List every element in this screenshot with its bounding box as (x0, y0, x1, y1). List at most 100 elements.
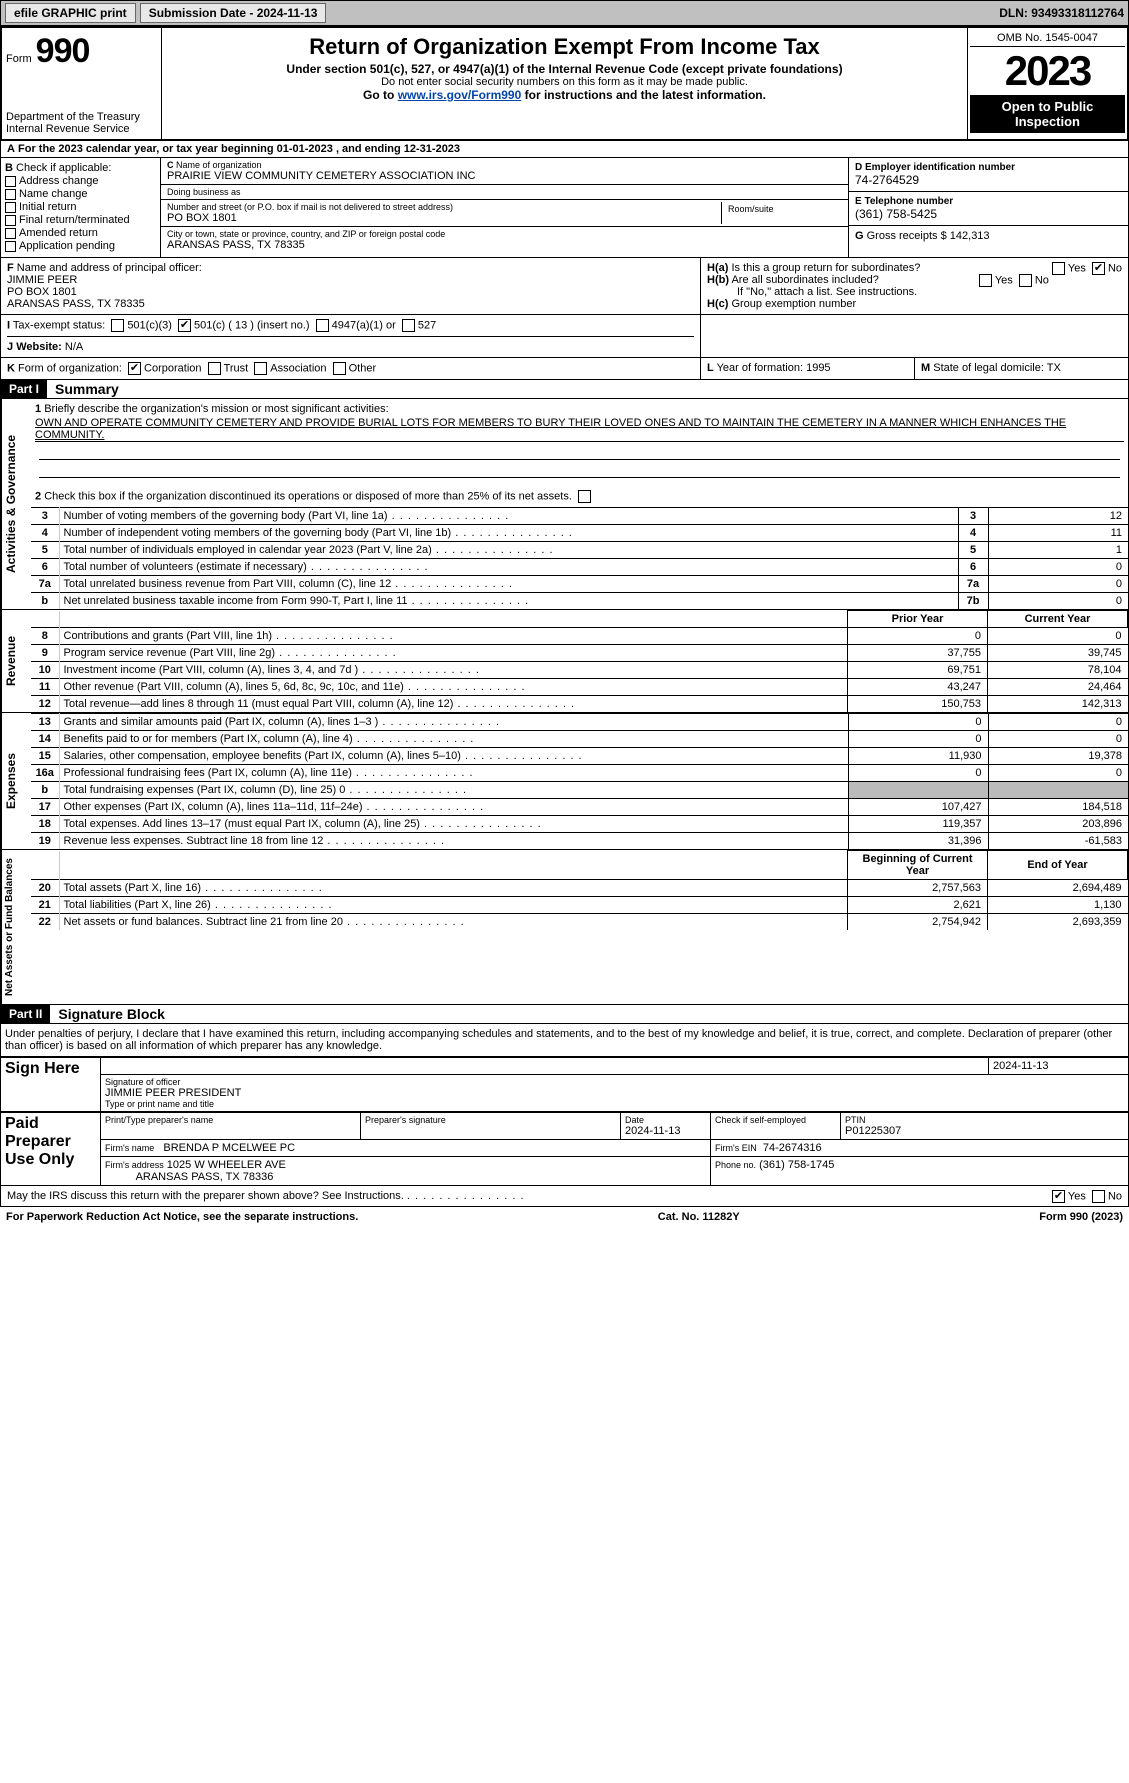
form-title: Return of Organization Exempt From Incom… (170, 34, 959, 60)
discuss-yes[interactable] (1052, 1190, 1065, 1203)
mission-label: Briefly describe the organization's miss… (44, 403, 388, 415)
firm-phone: (361) 758-1745 (759, 1159, 834, 1171)
dept-label: Department of the Treasury (6, 111, 157, 123)
part-1-header: Part I Summary (0, 380, 1129, 399)
gross-label: Gross receipts $ (867, 230, 947, 242)
irs-label: Internal Revenue Service (6, 123, 157, 135)
summary-netassets: Net Assets or Fund Balances Beginning of… (0, 850, 1129, 1005)
website: N/A (65, 341, 83, 353)
mission-text: OWN AND OPERATE COMMUNITY CEMETERY AND P… (35, 417, 1124, 442)
chk-4947[interactable] (316, 319, 329, 332)
main-info: B Check if applicable: Address change Na… (0, 158, 1129, 258)
domicile-label: State of legal domicile: (933, 362, 1044, 374)
sig-date: 2024-11-13 (989, 1058, 1129, 1075)
year-formation-label: Year of formation: (717, 362, 803, 374)
open-to-public: Open to Public Inspection (970, 95, 1125, 133)
chk-discontinued[interactable] (578, 490, 591, 503)
subtitle-1: Under section 501(c), 527, or 4947(a)(1)… (170, 62, 959, 76)
row-a: A For the 2023 calendar year, or tax yea… (0, 141, 1129, 158)
officer-sig-name: JIMMIE PEER PRESIDENT (105, 1087, 1124, 1099)
ha-label: Is this a group return for subordinates? (731, 262, 920, 274)
form-number: 990 (36, 32, 90, 71)
street-address: PO BOX 1801 (167, 212, 721, 224)
chk-assoc[interactable] (254, 362, 267, 375)
officer-label: Name and address of principal officer: (17, 262, 202, 274)
phone-label: Telephone number (864, 196, 953, 207)
box-b: B Check if applicable: Address change Na… (1, 158, 161, 257)
ein: 74-2764529 (855, 173, 1122, 187)
hb-no[interactable] (1019, 274, 1032, 287)
tax-year: 2023 (970, 47, 1125, 95)
chk-app-pending[interactable] (5, 241, 16, 252)
discuss-no[interactable] (1092, 1190, 1105, 1203)
hb-label: Are all subordinates included? (731, 274, 878, 286)
pra-notice: For Paperwork Reduction Act Notice, see … (6, 1211, 358, 1223)
governance-table: 3Number of voting members of the governi… (31, 507, 1128, 609)
row-k-l-m: K Form of organization: Corporation Trus… (0, 358, 1129, 380)
chk-address-change[interactable] (5, 176, 16, 187)
sig-officer-label: Signature of officer (105, 1077, 1124, 1087)
chk-501c[interactable] (178, 319, 191, 332)
firm-name: BRENDA P MCELWEE PC (163, 1142, 295, 1154)
ptin: P01225307 (845, 1125, 901, 1137)
phone: (361) 758-5425 (855, 207, 1122, 221)
row-f-h: F Name and address of principal officer:… (0, 258, 1129, 315)
form-org-label: Form of organization: (18, 362, 122, 374)
efile-print-button[interactable]: efile GRAPHIC print (5, 3, 136, 23)
box-d: D Employer identification number 74-2764… (848, 158, 1128, 257)
domicile: TX (1047, 362, 1061, 374)
chk-initial-return[interactable] (5, 202, 16, 213)
chk-amended[interactable] (5, 228, 16, 239)
cat-no: Cat. No. 11282Y (658, 1211, 740, 1223)
chk-trust[interactable] (208, 362, 221, 375)
summary-expenses: Expenses 13Grants and similar amounts pa… (0, 713, 1129, 850)
dba-label: Doing business as (167, 187, 842, 197)
hc-label: Group exemption number (731, 298, 856, 310)
tax-status-label: Tax-exempt status: (13, 319, 105, 331)
org-name-label: Name of organization (176, 160, 262, 170)
box-c: C Name of organization PRAIRIE VIEW COMM… (161, 158, 848, 257)
sign-here-table: Sign Here 2024-11-13 Signature of office… (0, 1057, 1129, 1112)
submission-date: Submission Date - 2024-11-13 (140, 3, 327, 23)
summary-revenue: Revenue Prior YearCurrent Year8Contribut… (0, 610, 1129, 713)
room-label: Room/suite (728, 204, 836, 214)
city-state-zip: ARANSAS PASS, TX 78335 (167, 239, 842, 251)
part-2-header: Part II Signature Block (0, 1005, 1129, 1024)
ein-label: Employer identification number (865, 162, 1015, 173)
signature-penalty: Under penalties of perjury, I declare th… (0, 1024, 1129, 1057)
sign-here-label: Sign Here (1, 1058, 101, 1112)
irs-link[interactable]: www.irs.gov/Form990 (398, 88, 522, 102)
chk-501c3[interactable] (111, 319, 124, 332)
discuss-row: May the IRS discuss this return with the… (0, 1186, 1129, 1207)
chk-corp[interactable] (128, 362, 141, 375)
prep-date: 2024-11-13 (625, 1125, 680, 1137)
chk-name-change[interactable] (5, 189, 16, 200)
dln: DLN: 93493318112764 (999, 6, 1124, 20)
omb-number: OMB No. 1545-0047 (970, 30, 1125, 47)
hb-yes[interactable] (979, 274, 992, 287)
hb-note: If "No," attach a list. See instructions… (707, 286, 917, 298)
ha-no[interactable] (1092, 262, 1105, 275)
expenses-table: 13Grants and similar amounts paid (Part … (31, 713, 1128, 849)
form-label: Form (6, 53, 32, 65)
officer-name: JIMMIE PEER (7, 274, 77, 286)
ha-yes[interactable] (1052, 262, 1065, 275)
officer-addr1: PO BOX 1801 (7, 286, 77, 298)
vlabel-expenses: Expenses (1, 713, 31, 849)
year-formation: 1995 (806, 362, 830, 374)
chk-final-return[interactable] (5, 215, 16, 226)
vlabel-revenue: Revenue (1, 610, 31, 712)
addr-label: Number and street (or P.O. box if mail i… (167, 202, 721, 212)
page-footer: For Paperwork Reduction Act Notice, see … (0, 1207, 1129, 1227)
vlabel-netassets: Net Assets or Fund Balances (1, 850, 31, 1004)
org-name: PRAIRIE VIEW COMMUNITY CEMETERY ASSOCIAT… (167, 170, 842, 182)
self-emp-label: Check if self-employed (715, 1115, 836, 1125)
prep-sig-label: Preparer's signature (365, 1115, 616, 1125)
revenue-table: Prior YearCurrent Year8Contributions and… (31, 610, 1128, 712)
chk-other[interactable] (333, 362, 346, 375)
check-applicable-label: Check if applicable: (16, 162, 111, 174)
paid-preparer-label: Paid Preparer Use Only (1, 1113, 101, 1186)
city-label: City or town, state or province, country… (167, 229, 842, 239)
chk-527[interactable] (402, 319, 415, 332)
form-header: Form 990 Department of the Treasury Inte… (0, 26, 1129, 141)
